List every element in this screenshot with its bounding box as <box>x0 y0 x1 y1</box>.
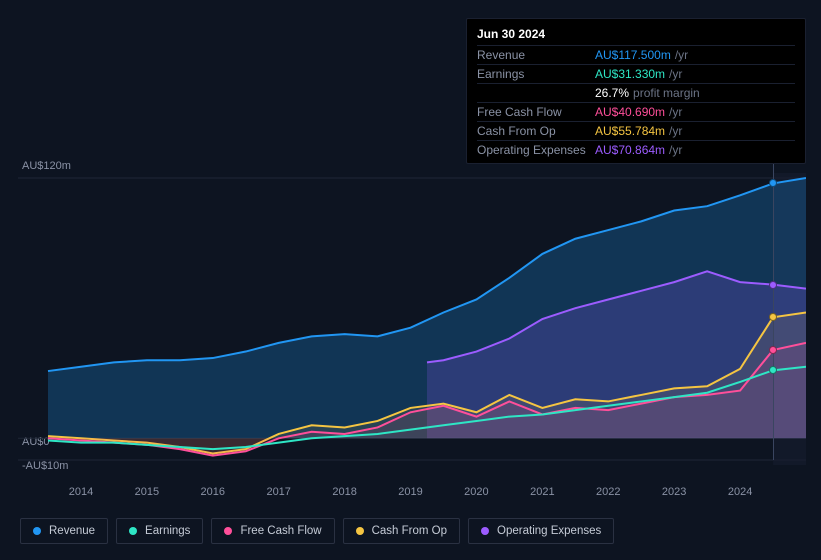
legend-dot-icon <box>356 527 364 535</box>
legend-item-revenue[interactable]: Revenue <box>20 518 108 544</box>
x-tick-label: 2021 <box>530 486 554 498</box>
legend-label: Cash From Op <box>372 525 447 537</box>
tooltip-row: 26.7%profit margin <box>477 83 795 102</box>
tooltip-row-label: Cash From Op <box>477 124 595 138</box>
tooltip-row-value: AU$70.864m <box>595 143 665 157</box>
series-marker-fcf <box>769 346 777 354</box>
legend-dot-icon <box>129 527 137 535</box>
legend-dot-icon <box>33 527 41 535</box>
x-tick-label: 2019 <box>398 486 422 498</box>
series-marker-opex <box>769 281 777 289</box>
data-tooltip: Jun 30 2024 RevenueAU$117.500m/yrEarning… <box>466 18 806 164</box>
tooltip-row-label: Revenue <box>477 48 595 62</box>
tooltip-row-value: AU$117.500m <box>595 48 671 62</box>
tooltip-row-suffix: profit margin <box>629 86 700 100</box>
legend-dot-icon <box>481 527 489 535</box>
legend-item-fcf[interactable]: Free Cash Flow <box>211 518 334 544</box>
chart-legend: Revenue Earnings Free Cash Flow Cash From O… <box>20 518 614 544</box>
hover-guideline <box>773 160 774 460</box>
x-tick-label: 2020 <box>464 486 488 498</box>
x-tick-label: 2022 <box>596 486 620 498</box>
x-tick-label: 2023 <box>662 486 686 498</box>
tooltip-row: RevenueAU$117.500m/yr <box>477 45 795 64</box>
x-tick-label: 2015 <box>135 486 159 498</box>
x-axis: 2014 2015 2016 2017 2018 2019 2020 2021 2022 2023… <box>18 486 806 502</box>
tooltip-row-value: AU$31.330m <box>595 67 665 81</box>
tooltip-row-value: 26.7% <box>595 86 629 100</box>
tooltip-row-label: Operating Expenses <box>477 143 595 157</box>
x-tick-label: 2024 <box>728 486 752 498</box>
series-marker-earnings <box>769 366 777 374</box>
tooltip-row-suffix: /yr <box>665 124 682 138</box>
tooltip-row: EarningsAU$31.330m/yr <box>477 64 795 83</box>
legend-item-cashop[interactable]: Cash From Op <box>343 518 460 544</box>
legend-item-opex[interactable]: Operating Expenses <box>468 518 614 544</box>
legend-item-earnings[interactable]: Earnings <box>116 518 203 544</box>
tooltip-row-value: AU$40.690m <box>595 105 665 119</box>
tooltip-row-suffix: /yr <box>665 67 682 81</box>
x-tick-label: 2018 <box>332 486 356 498</box>
tooltip-row-suffix: /yr <box>671 48 688 62</box>
x-tick-label: 2016 <box>201 486 225 498</box>
series-marker-cashop <box>769 313 777 321</box>
legend-label: Free Cash Flow <box>240 525 321 537</box>
tooltip-row: Cash From OpAU$55.784m/yr <box>477 121 795 140</box>
financials-chart[interactable] <box>18 160 806 480</box>
x-tick-label: 2017 <box>266 486 290 498</box>
tooltip-row: Free Cash FlowAU$40.690m/yr <box>477 102 795 121</box>
tooltip-row-value: AU$55.784m <box>595 124 665 138</box>
tooltip-row-label: Earnings <box>477 67 595 81</box>
legend-label: Operating Expenses <box>497 525 601 537</box>
x-tick-label: 2014 <box>69 486 93 498</box>
legend-dot-icon <box>224 527 232 535</box>
tooltip-row-suffix: /yr <box>665 105 682 119</box>
tooltip-date: Jun 30 2024 <box>477 25 795 45</box>
legend-label: Revenue <box>49 525 95 537</box>
tooltip-row: Operating ExpensesAU$70.864m/yr <box>477 140 795 159</box>
legend-label: Earnings <box>145 525 190 537</box>
chart-svg <box>18 160 806 480</box>
tooltip-row-label: Free Cash Flow <box>477 105 595 119</box>
tooltip-row-suffix: /yr <box>665 143 682 157</box>
series-marker-revenue <box>769 179 777 187</box>
